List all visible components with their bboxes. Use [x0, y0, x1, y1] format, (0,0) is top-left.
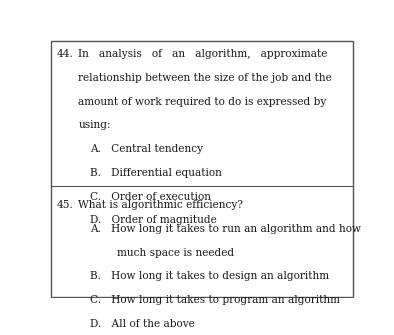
- Text: A.   How long it takes to run an algorithm and how: A. How long it takes to run an algorithm…: [91, 224, 361, 234]
- Text: In   analysis   of   an   algorithm,   approximate: In analysis of an algorithm, approximate: [78, 49, 328, 59]
- Text: What is algorithmic efficiency?: What is algorithmic efficiency?: [78, 200, 243, 210]
- Text: 44.: 44.: [57, 49, 74, 59]
- FancyBboxPatch shape: [51, 42, 353, 297]
- Text: amount of work required to do is expressed by: amount of work required to do is express…: [78, 97, 327, 107]
- Text: A.   Central tendency: A. Central tendency: [91, 144, 203, 154]
- Text: 45.: 45.: [57, 200, 74, 210]
- Text: using:: using:: [78, 120, 111, 130]
- Text: B.   Differential equation: B. Differential equation: [91, 168, 222, 178]
- Text: D.   All of the above: D. All of the above: [91, 319, 195, 329]
- Text: C.   How long it takes to program an algorithm: C. How long it takes to program an algor…: [91, 295, 340, 305]
- Text: C.   Order of execution: C. Order of execution: [91, 192, 212, 202]
- Text: B.   How long it takes to design an algorithm: B. How long it takes to design an algori…: [91, 271, 330, 281]
- Text: much space is needed: much space is needed: [91, 248, 234, 258]
- Text: D.   Order of magnitude: D. Order of magnitude: [91, 215, 217, 225]
- Text: relationship between the size of the job and the: relationship between the size of the job…: [78, 73, 332, 83]
